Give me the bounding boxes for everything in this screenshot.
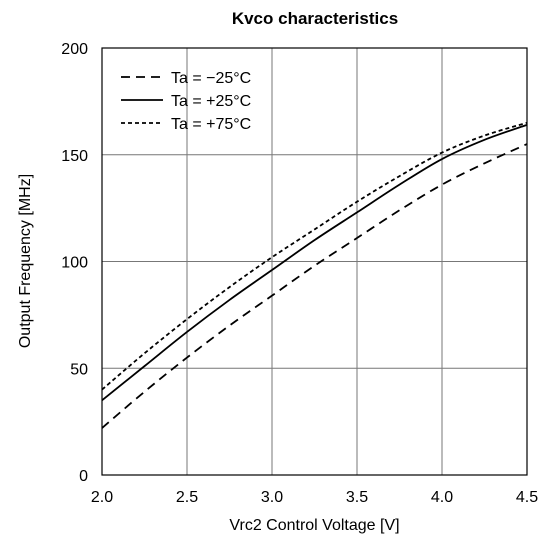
x-tick-label: 4.5 — [516, 489, 538, 506]
y-tick-label: 100 — [61, 255, 88, 272]
y-axis-label: Output Frequency [MHz] — [17, 174, 34, 348]
x-tick-label: 2.0 — [91, 489, 113, 506]
y-tick-label: 150 — [61, 148, 88, 165]
legend-label: Ta = −25°C — [171, 70, 251, 87]
x-tick-label: 3.5 — [346, 489, 368, 506]
x-tick-label: 4.0 — [431, 489, 453, 506]
legend: Ta = −25°C Ta = +25°C Ta = +75°C — [121, 70, 251, 133]
series-line-0 — [101, 143, 528, 429]
x-axis-label: Vrc2 Control Voltage [V] — [229, 517, 399, 534]
series-line-1 — [101, 124, 528, 401]
series-line-2 — [101, 121, 528, 391]
legend-label: Ta = +25°C — [171, 93, 251, 110]
x-tick-label: 3.0 — [261, 489, 283, 506]
x-tick-labels: 2.0 2.5 3.0 3.5 4.0 4.5 — [91, 489, 538, 506]
grid-lines — [102, 48, 527, 475]
y-tick-label: 50 — [70, 361, 88, 378]
x-tick-label: 2.5 — [176, 489, 198, 506]
legend-label: Ta = +75°C — [171, 116, 251, 133]
plot-frame — [101, 47, 528, 476]
chart-title: Kvco characteristics — [232, 9, 398, 28]
y-tick-label: 0 — [79, 468, 88, 485]
y-tick-labels: 0 50 100 150 200 — [61, 41, 88, 485]
series-layer — [101, 121, 528, 429]
y-tick-label: 200 — [61, 41, 88, 58]
